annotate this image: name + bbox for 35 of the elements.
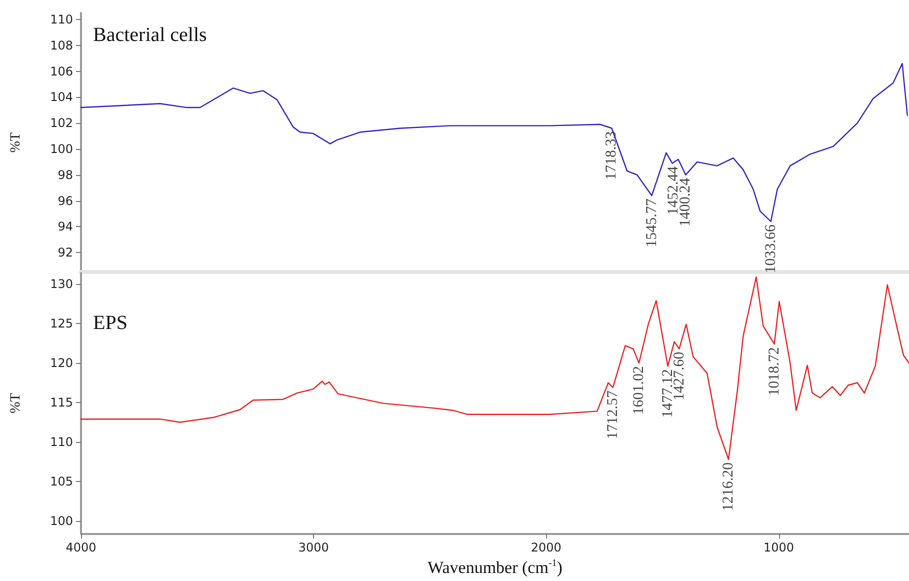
annotation: 1033.66 — [762, 224, 779, 274]
y-tick-label: 108 — [50, 38, 73, 52]
annotation: 1718.33 — [604, 131, 620, 180]
annotation: 1545.77 — [644, 198, 660, 248]
y-tick-label: 120 — [50, 356, 73, 370]
y-tick-label: 92 — [58, 246, 73, 260]
annotation: 1018.72 — [766, 347, 782, 396]
annotation: 1400.24 — [678, 177, 694, 227]
y-tick-label: 105 — [50, 474, 73, 488]
y-tick-label: 115 — [50, 396, 73, 410]
y-axis-title: %T — [8, 392, 24, 414]
x-tick-label: 2000 — [530, 540, 562, 555]
line-series — [80, 276, 909, 460]
y-tick-label: 104 — [50, 90, 73, 104]
annotation: 1712.57 — [605, 390, 622, 440]
y-tick-label: 130 — [50, 277, 73, 292]
y-tick-label: 100 — [50, 142, 73, 156]
annotation: 1216.20 — [720, 462, 736, 512]
y-tick-label: 96 — [58, 194, 73, 208]
x-tick-label: 1000 — [763, 540, 794, 555]
y-tick-label: 125 — [50, 316, 73, 331]
text: Bacterial cells — [93, 24, 208, 46]
annotation: 1427.60 — [671, 352, 688, 401]
x-tick-label: 3000 — [298, 540, 329, 555]
y-tick-label: 110 — [50, 434, 73, 449]
y-tick-label: 102 — [50, 116, 73, 130]
y-tick-label: 94 — [58, 220, 73, 234]
y-tick-label: 106 — [50, 64, 73, 78]
text: EPS — [93, 312, 128, 334]
y-axis-title: %T — [8, 132, 24, 153]
y-tick-label: 110 — [50, 12, 73, 26]
y-tick-label: 98 — [58, 168, 73, 182]
x-tick-label: 4000 — [66, 540, 96, 555]
annotation: 1601.02 — [630, 366, 647, 415]
y-tick-label: 100 — [50, 514, 73, 528]
